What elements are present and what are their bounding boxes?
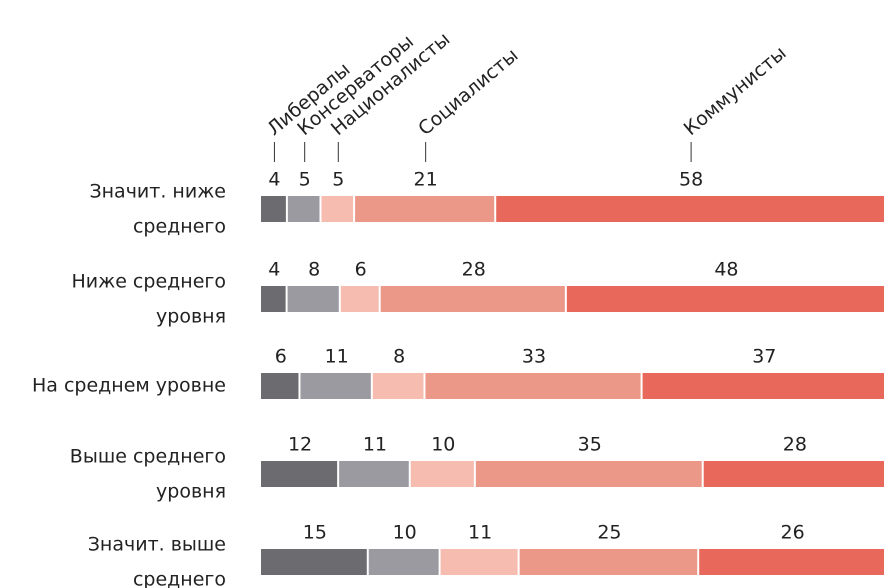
value-label: 6 bbox=[275, 346, 287, 368]
bar-segment bbox=[699, 549, 884, 575]
bar-segment bbox=[440, 549, 518, 575]
bar-segment bbox=[321, 196, 354, 222]
bar-segment bbox=[287, 286, 339, 312]
value-label: 58 bbox=[679, 169, 703, 191]
category-label: На среднем уровне bbox=[32, 375, 226, 397]
bar-segment bbox=[261, 286, 286, 312]
value-label: 25 bbox=[597, 522, 621, 544]
value-label: 33 bbox=[522, 346, 546, 368]
category-label: Значит. выше bbox=[88, 534, 226, 556]
category-label: Значит. ниже bbox=[89, 181, 226, 203]
value-label: 10 bbox=[431, 434, 455, 456]
bar-segment bbox=[410, 461, 474, 487]
value-label: 4 bbox=[268, 169, 280, 191]
bar-segment bbox=[703, 461, 884, 487]
value-label: 4 bbox=[268, 259, 280, 281]
value-label: 11 bbox=[468, 522, 492, 544]
bar-segment bbox=[425, 373, 641, 399]
bar-segment bbox=[261, 373, 299, 399]
series-label: Коммунисты bbox=[680, 42, 791, 140]
bar-segment bbox=[475, 461, 702, 487]
category-label: уровня bbox=[156, 481, 226, 503]
bar-segment bbox=[300, 373, 371, 399]
value-label: 5 bbox=[299, 169, 311, 191]
value-label: 8 bbox=[308, 259, 320, 281]
bar-segment bbox=[380, 286, 565, 312]
bar-segment bbox=[339, 461, 409, 487]
value-label: 8 bbox=[393, 346, 405, 368]
bar-segment bbox=[496, 196, 884, 222]
bar-segment bbox=[261, 196, 286, 222]
bar-segment bbox=[261, 461, 338, 487]
bar-segment bbox=[368, 549, 439, 575]
value-label: 28 bbox=[783, 434, 807, 456]
bar-segment bbox=[566, 286, 884, 312]
bar-segment bbox=[340, 286, 379, 312]
value-label: 35 bbox=[578, 434, 602, 456]
bar-segment bbox=[261, 549, 367, 575]
value-label: 12 bbox=[288, 434, 312, 456]
category-label: Выше среднего bbox=[70, 446, 226, 468]
value-label: 10 bbox=[393, 522, 417, 544]
value-label: 48 bbox=[714, 259, 738, 281]
bar-segment bbox=[287, 196, 320, 222]
value-label: 11 bbox=[325, 346, 349, 368]
category-label: уровня bbox=[156, 306, 226, 328]
value-label: 6 bbox=[355, 259, 367, 281]
bar-segment bbox=[519, 549, 698, 575]
category-label: среднего bbox=[133, 569, 226, 588]
value-label: 28 bbox=[462, 259, 486, 281]
bar-segment bbox=[372, 373, 424, 399]
category-label: среднего bbox=[133, 216, 226, 238]
value-label: 37 bbox=[752, 346, 776, 368]
value-label: 15 bbox=[303, 522, 327, 544]
category-label: Ниже среднего bbox=[71, 271, 226, 293]
bar-segment bbox=[355, 196, 495, 222]
value-label: 5 bbox=[332, 169, 344, 191]
value-label: 21 bbox=[414, 169, 438, 191]
bar-segment bbox=[642, 373, 884, 399]
value-label: 11 bbox=[363, 434, 387, 456]
value-label: 26 bbox=[781, 522, 805, 544]
